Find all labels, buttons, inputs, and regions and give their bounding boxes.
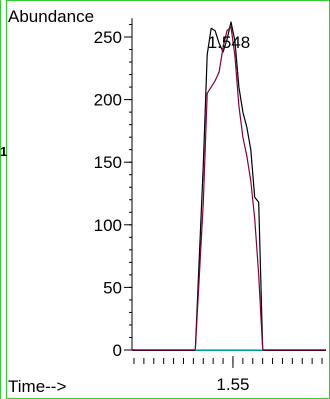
x-tick-label: 1.55 [216, 375, 249, 394]
axes [124, 18, 326, 368]
series-group [132, 21, 326, 351]
y-axis-label: Abundance [8, 7, 94, 26]
series-line-1 [132, 21, 326, 351]
side-marker: 1 [0, 144, 7, 159]
y-tick-label: 50 [103, 278, 122, 297]
series-line-2 [132, 26, 326, 351]
peak-label: 1.548 [208, 33, 251, 52]
y-tick-label: 0 [113, 341, 122, 360]
y-tick-label: 100 [94, 216, 122, 235]
plot-frame [6, 0, 330, 399]
y-tick-label: 200 [94, 91, 122, 110]
y-tick-label: 150 [94, 153, 122, 172]
x-axis-label: Time--> [8, 377, 66, 396]
tick-labels: 0 50 100 150 200 250 1.55 [94, 28, 250, 394]
y-tick-label: 250 [94, 28, 122, 47]
